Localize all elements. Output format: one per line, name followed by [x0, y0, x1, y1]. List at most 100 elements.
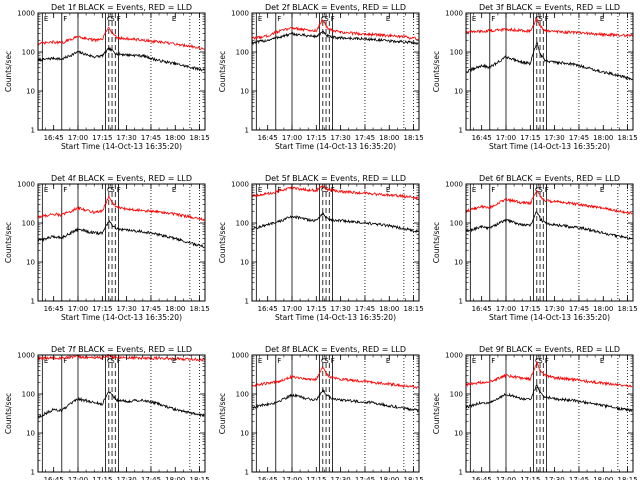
- x-tick-label: 17:15: [92, 476, 112, 480]
- series-line-lld: [465, 189, 633, 215]
- panel-title: Det 4f BLACK = Events, RED = LLD: [51, 174, 192, 183]
- y-tick-label: 1000: [231, 10, 249, 18]
- marker-label: F: [277, 357, 281, 365]
- x-tick-label: 18:15: [404, 305, 424, 313]
- y-axis: 1 10 100 1000 Counts/sec: [218, 10, 419, 135]
- x-tick-label: 18:00: [379, 476, 399, 480]
- x-tick-label: 17:45: [569, 305, 589, 313]
- marker-label: C: [107, 15, 112, 23]
- y-tick-label: 1: [31, 298, 35, 306]
- y-tick-label: 1000: [445, 181, 463, 189]
- marker-label: C: [321, 186, 326, 194]
- x-tick-label: 16:45: [44, 476, 64, 480]
- y-tick-label: 100: [22, 391, 35, 399]
- marker-label: F: [491, 15, 495, 23]
- series-line-events: [37, 46, 205, 72]
- marker-lines: E F CS F E: [469, 13, 628, 130]
- plot-frame: [251, 12, 420, 131]
- y-tick-label: 10: [26, 88, 35, 96]
- x-axis: 16:45 17:00 17:15 17:30 17:45 18:00 18:15 Start…: [258, 184, 424, 322]
- series-line-lld: [465, 17, 633, 38]
- marker-label: F: [331, 15, 335, 23]
- marker-lines: E F CS F E: [41, 13, 200, 130]
- x-tick-label: 16:45: [258, 476, 278, 480]
- y-tick-label: 100: [450, 49, 463, 57]
- series-line-events: [251, 212, 419, 234]
- y-tick-label: 100: [236, 391, 249, 399]
- x-axis: 16:45 17:00 17:15 17:30 17:45 18:00 18:15 Start…: [472, 184, 638, 322]
- marker-label: E: [258, 357, 262, 365]
- x-tick-label: 16:45: [258, 134, 278, 142]
- marker-label: E: [172, 15, 176, 23]
- marker-label: C: [107, 357, 112, 365]
- y-axis-label: Counts/sec: [4, 222, 13, 263]
- series-line-events: [465, 383, 633, 413]
- x-axis-label: Start Time (14-Oct-13 16:35:20): [275, 313, 396, 322]
- y-tick-label: 1000: [445, 352, 463, 360]
- x-axis: 16:45 17:00 17:15 17:30 17:45 18:00 18:15 Start…: [44, 13, 210, 151]
- y-axis-label: Counts/sec: [4, 393, 13, 434]
- y-tick-label: 1000: [17, 181, 35, 189]
- y-tick-label: 100: [22, 220, 35, 228]
- y-axis: 1 10 100 1000 Counts/sec: [218, 181, 419, 306]
- x-tick-label: 17:30: [117, 305, 137, 313]
- marker-label: F: [117, 15, 121, 23]
- series-line-events: [465, 211, 633, 240]
- x-tick-label: 16:45: [258, 305, 278, 313]
- series-line-lld: [37, 195, 205, 222]
- x-tick-label: 18:00: [593, 305, 613, 313]
- x-tick-label: 18:00: [165, 134, 185, 142]
- series-line-events: [251, 30, 419, 46]
- plot-frame: [251, 354, 420, 473]
- marker-label: F: [277, 15, 281, 23]
- x-tick-label: 17:30: [545, 134, 565, 142]
- marker-label: E: [258, 186, 262, 194]
- marker-label: F: [545, 15, 549, 23]
- marker-label: E: [600, 15, 604, 23]
- x-tick-label: 17:30: [331, 476, 351, 480]
- x-tick-label: 16:45: [472, 305, 492, 313]
- marker-label: C: [321, 15, 326, 23]
- x-tick-label: 17:15: [520, 134, 540, 142]
- y-axis-label: Counts/sec: [4, 51, 13, 92]
- y-tick-label: 10: [240, 88, 249, 96]
- marker-label: E: [44, 15, 48, 23]
- marker-label: S: [110, 357, 115, 365]
- marker-label: E: [44, 357, 48, 365]
- x-tick-label: 18:15: [190, 305, 210, 313]
- marker-label: E: [172, 357, 176, 365]
- x-tick-label: 18:15: [190, 134, 210, 142]
- panel-title: Det 8f BLACK = Events, RED = LLD: [265, 345, 406, 354]
- y-tick-label: 1000: [231, 181, 249, 189]
- series-line-lld: [251, 366, 419, 390]
- marker-label: C: [535, 357, 540, 365]
- x-tick-label: 18:00: [593, 476, 613, 480]
- y-axis-label: Counts/sec: [218, 51, 227, 92]
- plot-frame: [465, 354, 634, 473]
- plot-frame: [37, 354, 206, 473]
- y-tick-label: 1: [31, 127, 35, 135]
- x-tick-label: 17:00: [282, 134, 302, 142]
- marker-label: F: [63, 186, 67, 194]
- y-axis: 1 10 100 1000 Counts/sec: [4, 181, 205, 306]
- marker-label: F: [331, 357, 335, 365]
- y-axis: 1 10 100 1000 Counts/sec: [432, 181, 633, 306]
- y-tick-label: 100: [450, 220, 463, 228]
- x-tick-label: 17:00: [496, 305, 516, 313]
- x-tick-label: 18:00: [379, 134, 399, 142]
- marker-lines: E F CS F E: [469, 184, 628, 301]
- marker-label: F: [63, 15, 67, 23]
- marker-label: E: [44, 186, 48, 194]
- marker-lines: E F CS F E: [255, 355, 414, 472]
- marker-label: E: [386, 15, 390, 23]
- x-tick-label: 16:45: [44, 305, 64, 313]
- marker-label: S: [110, 15, 115, 23]
- x-axis-label: Start Time (14-Oct-13 16:35:20): [61, 142, 182, 151]
- marker-label: E: [472, 357, 476, 365]
- y-axis-label: Counts/sec: [432, 222, 441, 263]
- x-tick-label: 17:30: [117, 134, 137, 142]
- marker-lines: E F CS F E: [41, 355, 200, 472]
- y-tick-label: 1: [459, 127, 463, 135]
